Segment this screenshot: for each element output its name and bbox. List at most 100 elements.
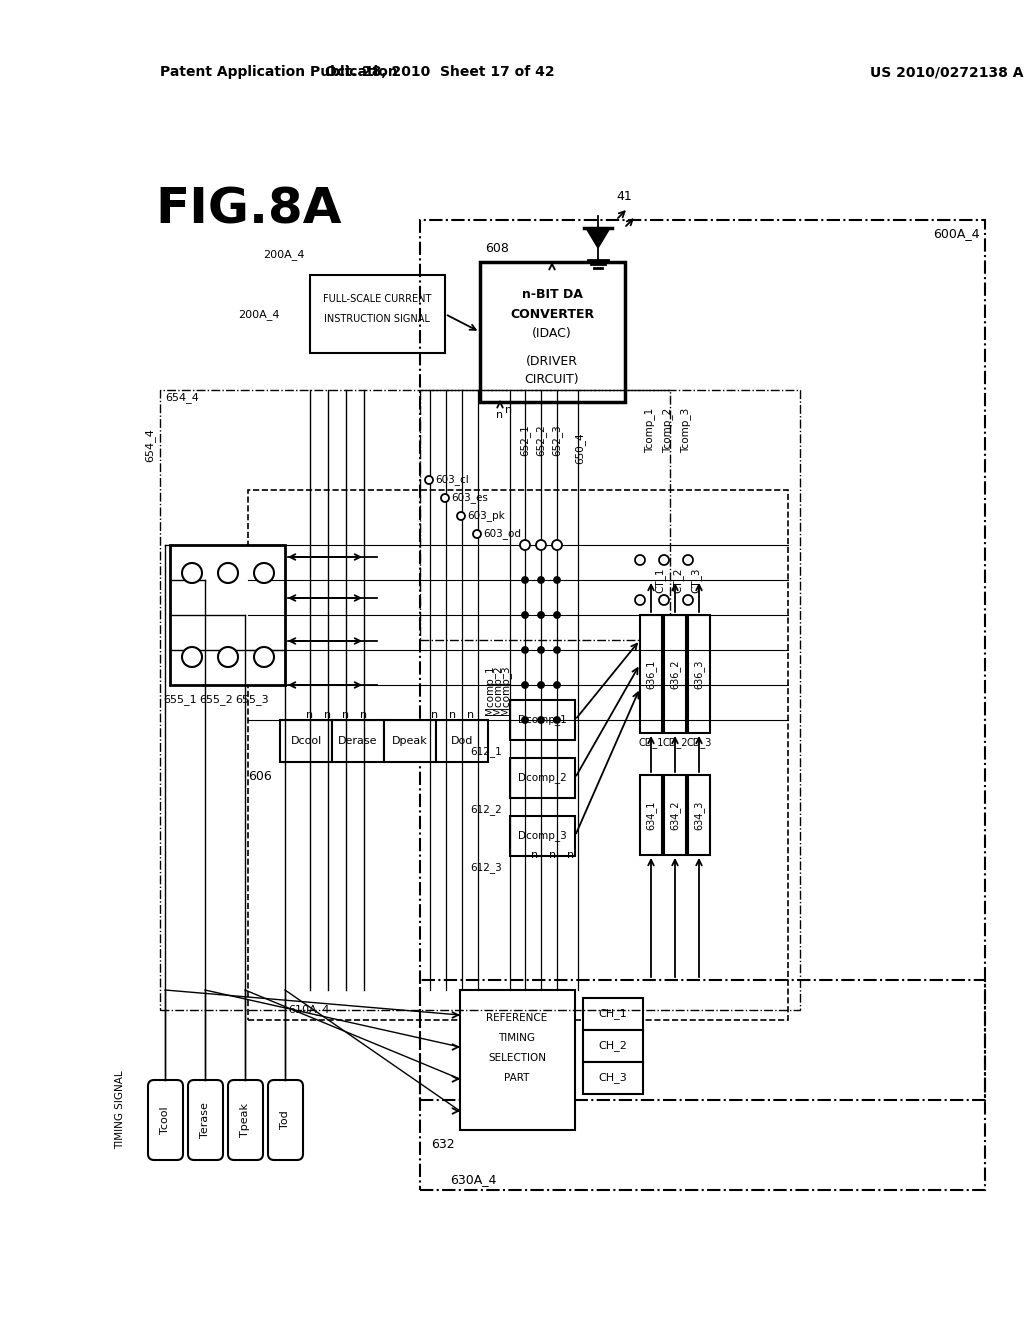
Text: 632: 632 <box>431 1138 455 1151</box>
Text: CD_3: CD_3 <box>686 738 712 748</box>
Circle shape <box>635 595 645 605</box>
Text: 608: 608 <box>485 242 509 255</box>
Circle shape <box>520 540 530 550</box>
Text: Tcomp_2: Tcomp_2 <box>663 408 674 453</box>
Text: CD_1: CD_1 <box>638 738 664 748</box>
Text: 634_3: 634_3 <box>693 800 705 830</box>
Bar <box>688 615 710 733</box>
Circle shape <box>683 595 693 605</box>
Text: 655_3: 655_3 <box>236 694 269 705</box>
Bar <box>510 816 575 855</box>
Text: Tcool: Tcool <box>160 1106 170 1134</box>
Text: 650_4: 650_4 <box>574 432 586 463</box>
FancyBboxPatch shape <box>148 1080 183 1160</box>
Bar <box>664 775 686 855</box>
Circle shape <box>538 577 544 583</box>
Circle shape <box>425 477 433 484</box>
Text: n-BIT DA: n-BIT DA <box>521 288 583 301</box>
Text: 200A_4: 200A_4 <box>263 249 305 260</box>
Text: n: n <box>360 710 368 719</box>
Text: Mcomp_2: Mcomp_2 <box>493 665 504 715</box>
Circle shape <box>522 717 528 723</box>
Circle shape <box>538 543 544 548</box>
Text: Oct. 28, 2010  Sheet 17 of 42: Oct. 28, 2010 Sheet 17 of 42 <box>326 65 555 79</box>
Text: (DRIVER: (DRIVER <box>526 355 578 368</box>
Circle shape <box>538 682 544 688</box>
Circle shape <box>522 612 528 618</box>
Circle shape <box>635 554 645 565</box>
Text: Dcomp_1: Dcomp_1 <box>517 714 566 726</box>
Text: CH_1: CH_1 <box>599 1008 628 1019</box>
Text: 612_1: 612_1 <box>470 747 502 758</box>
Bar <box>583 1063 643 1094</box>
Bar <box>510 700 575 741</box>
Text: FIG.8A: FIG.8A <box>155 186 341 234</box>
Text: CT_3: CT_3 <box>690 568 701 593</box>
Bar <box>583 998 643 1030</box>
Circle shape <box>441 494 449 502</box>
Bar <box>664 615 686 733</box>
Text: 636_2: 636_2 <box>670 659 681 689</box>
Text: n: n <box>505 405 512 414</box>
Bar <box>280 719 332 762</box>
Circle shape <box>457 512 465 520</box>
Bar <box>384 719 436 762</box>
Text: Tcomp_3: Tcomp_3 <box>681 408 691 453</box>
Text: 652_2: 652_2 <box>536 424 547 455</box>
Text: 612_2: 612_2 <box>470 805 502 816</box>
Circle shape <box>522 543 528 548</box>
Bar <box>510 758 575 799</box>
Text: 654_4: 654_4 <box>165 392 199 404</box>
Text: 612_3: 612_3 <box>470 862 502 874</box>
Text: TIMING: TIMING <box>499 1034 536 1043</box>
Text: 655_2: 655_2 <box>199 694 232 705</box>
Bar <box>420 979 985 1191</box>
Circle shape <box>683 554 693 565</box>
Text: 41: 41 <box>616 190 632 202</box>
Text: n: n <box>342 710 349 719</box>
Text: Tpeak: Tpeak <box>240 1104 250 1137</box>
Text: 603_od: 603_od <box>483 528 521 540</box>
Circle shape <box>554 682 560 688</box>
Text: n: n <box>325 710 332 719</box>
Text: CH_2: CH_2 <box>599 1040 628 1052</box>
Bar <box>420 220 985 1100</box>
Circle shape <box>536 540 546 550</box>
Bar <box>332 719 384 762</box>
Text: n: n <box>450 710 457 719</box>
Bar <box>160 389 800 1010</box>
Text: CH_3: CH_3 <box>599 1073 628 1084</box>
Circle shape <box>182 647 202 667</box>
Text: PART: PART <box>504 1073 529 1082</box>
Text: 603_cl: 603_cl <box>435 475 469 486</box>
Circle shape <box>522 577 528 583</box>
Circle shape <box>659 554 669 565</box>
Text: Dpeak: Dpeak <box>392 737 428 746</box>
Text: 652_3: 652_3 <box>552 424 562 455</box>
Text: Mcomp_1: Mcomp_1 <box>484 665 496 715</box>
Text: 603_pk: 603_pk <box>467 511 505 521</box>
Circle shape <box>538 647 544 653</box>
Text: Derase: Derase <box>338 737 378 746</box>
Text: n: n <box>431 710 438 719</box>
Text: CD_2: CD_2 <box>663 738 688 748</box>
Text: Dod: Dod <box>451 737 473 746</box>
Circle shape <box>554 543 560 548</box>
Text: CONVERTER: CONVERTER <box>510 308 594 321</box>
Bar <box>248 490 788 1020</box>
Bar <box>480 261 625 403</box>
Text: CT_1: CT_1 <box>654 568 666 593</box>
Circle shape <box>522 682 528 688</box>
Text: Tod: Tod <box>280 1110 290 1130</box>
Circle shape <box>554 612 560 618</box>
Circle shape <box>218 564 238 583</box>
Bar <box>420 389 670 640</box>
Circle shape <box>254 564 274 583</box>
Bar <box>460 990 575 1130</box>
Text: 654_4: 654_4 <box>144 428 156 462</box>
Text: 655_1: 655_1 <box>163 694 197 705</box>
Text: (IDAC): (IDAC) <box>532 327 571 341</box>
Circle shape <box>659 595 669 605</box>
Circle shape <box>522 647 528 653</box>
Text: Dcomp_3: Dcomp_3 <box>517 830 566 841</box>
